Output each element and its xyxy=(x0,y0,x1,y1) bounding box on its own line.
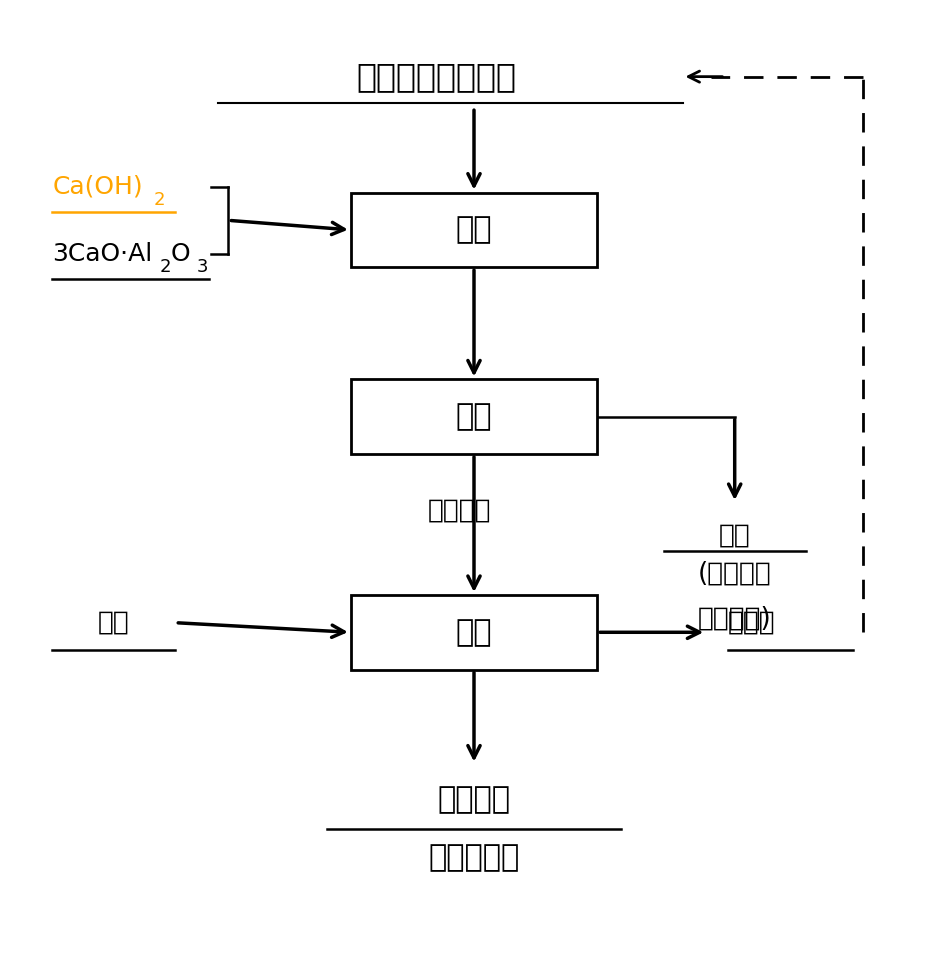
Text: 含硒滤渣: 含硒滤渣 xyxy=(428,497,491,523)
Text: 3: 3 xyxy=(196,259,208,276)
Text: 含硒洗液: 含硒洗液 xyxy=(437,786,511,814)
Bar xyxy=(351,379,597,454)
Text: 返回浸出): 返回浸出) xyxy=(698,605,772,631)
Text: 氯盐: 氯盐 xyxy=(98,609,130,636)
Text: （回收硒）: （回收硒） xyxy=(428,843,520,872)
Text: 含硒的碱性浸出液: 含硒的碱性浸出液 xyxy=(356,60,516,93)
Text: O: O xyxy=(171,241,191,266)
Bar xyxy=(351,595,597,670)
Text: Ca(OH): Ca(OH) xyxy=(52,174,143,199)
Text: 3CaO·Al: 3CaO·Al xyxy=(52,241,153,266)
Text: 2: 2 xyxy=(159,259,171,276)
Text: 2: 2 xyxy=(154,192,165,209)
Text: 过滤: 过滤 xyxy=(456,402,492,431)
Text: (回收碱或: (回收碱或 xyxy=(698,560,772,586)
Text: 盐洗: 盐洗 xyxy=(456,618,492,647)
Text: 吸附: 吸附 xyxy=(456,216,492,244)
Text: 滤液: 滤液 xyxy=(719,522,751,548)
Text: 吸附剂: 吸附剂 xyxy=(728,609,775,636)
Bar xyxy=(351,193,597,267)
